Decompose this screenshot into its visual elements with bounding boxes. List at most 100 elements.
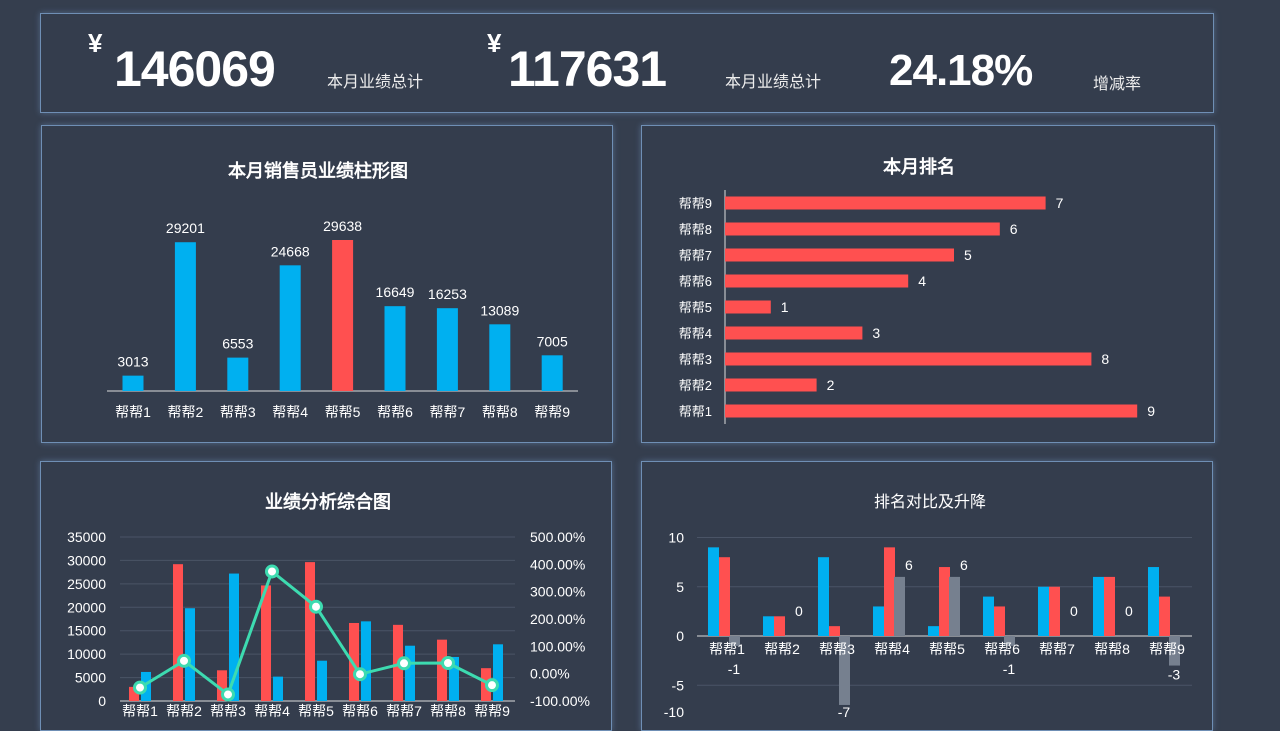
y-tick-label: 帮帮1 <box>679 404 712 419</box>
x-tick-label: 帮帮6 <box>377 404 413 420</box>
y-tick-label: 5 <box>676 579 684 595</box>
x-tick-label: 帮帮3 <box>210 703 246 719</box>
kpi-value: 146069 <box>114 41 276 97</box>
bar-last-rank <box>983 596 994 636</box>
x-tick-label: 帮帮7 <box>386 703 422 719</box>
bar-current-rank <box>939 567 950 636</box>
chart-title: 业绩分析综合图 <box>265 491 391 512</box>
data-label: 2 <box>827 377 835 393</box>
growth-point <box>133 680 147 695</box>
change-label: 6 <box>905 557 913 573</box>
bar-rank-change <box>949 576 960 636</box>
data-label: 3 <box>872 325 880 341</box>
x-tick-label: 帮帮1 <box>115 404 151 420</box>
bar <box>725 300 771 314</box>
data-label: 13089 <box>480 302 519 318</box>
y-tick-label: -5 <box>672 677 685 693</box>
y-tick-label: 帮帮6 <box>679 274 712 289</box>
bar-previous <box>185 608 195 701</box>
y2-tick-label: 100.00% <box>530 638 585 654</box>
bar-current-rank <box>994 606 1005 636</box>
bar-previous <box>449 656 459 701</box>
data-label: 29638 <box>323 218 362 234</box>
change-label: 6 <box>960 557 968 573</box>
bar-last-rank <box>1093 576 1104 636</box>
data-label: 7 <box>1056 195 1064 211</box>
bar-current-rank <box>719 557 730 636</box>
change-label: 0 <box>795 603 803 619</box>
bar-current <box>173 564 183 701</box>
bar <box>725 378 817 392</box>
x-tick-label: 帮帮3 <box>819 641 855 657</box>
kpi-value: 117631 <box>508 41 667 97</box>
x-tick-label: 帮帮6 <box>342 703 378 719</box>
bar-previous <box>229 573 239 701</box>
y-tick-label: 5000 <box>75 670 106 686</box>
change-label: -7 <box>838 704 851 720</box>
x-tick-label: 帮帮6 <box>984 641 1020 657</box>
x-tick-label: 帮帮2 <box>168 404 204 420</box>
bar-last-rank <box>1038 586 1049 636</box>
bar-previous <box>493 644 503 701</box>
y-tick-label: 35000 <box>67 529 106 545</box>
change-label: 0 <box>1070 603 1078 619</box>
data-label: 3013 <box>117 354 148 370</box>
bar-current-rank <box>1159 596 1170 636</box>
bar-last-rank <box>763 616 774 636</box>
bar <box>436 308 458 391</box>
x-tick-label: 帮帮3 <box>220 404 256 420</box>
y-tick-label: 10000 <box>67 646 106 662</box>
bar <box>541 355 563 391</box>
chart-title: 本月排名 <box>883 156 955 177</box>
bar <box>174 242 196 391</box>
y-tick-label: 10 <box>668 530 684 546</box>
x-tick-label: 帮帮1 <box>122 703 158 719</box>
chart-title: 本月销售员业绩柱形图 <box>228 160 408 181</box>
x-tick-label: 帮帮5 <box>298 703 334 719</box>
x-tick-label: 帮帮7 <box>430 404 466 420</box>
data-label: 1 <box>781 299 789 315</box>
bar <box>725 196 1046 210</box>
x-tick-label: 帮帮2 <box>166 703 202 719</box>
bar <box>725 352 1092 366</box>
data-label: 16253 <box>428 286 467 302</box>
x-tick-label: 帮帮1 <box>709 641 745 657</box>
x-tick-label: 帮帮5 <box>325 404 361 420</box>
growth-point <box>309 599 323 614</box>
kpi-panel <box>40 13 1214 113</box>
y-tick-label: 30000 <box>67 552 106 568</box>
bar-current <box>305 562 315 701</box>
y-tick-label: 帮帮7 <box>679 248 712 263</box>
change-label: -1 <box>728 661 741 677</box>
bar-current-rank <box>1049 586 1060 636</box>
bar <box>489 324 511 391</box>
bar-current-rank <box>829 626 840 636</box>
bar <box>279 265 301 391</box>
bar-rank-change <box>1004 636 1015 646</box>
bar-previous <box>317 660 327 701</box>
growth-point <box>485 678 499 693</box>
bar-rank-change <box>729 636 740 646</box>
change-label: 0 <box>1125 603 1133 619</box>
bar <box>725 222 1000 236</box>
kpi-label: 增减率 <box>1093 76 1142 93</box>
y2-tick-label: 0.00% <box>530 666 570 682</box>
y-tick-label: 25000 <box>67 576 106 592</box>
growth-point <box>397 656 411 671</box>
data-label: 29201 <box>166 220 205 236</box>
bar-current <box>129 686 139 701</box>
x-tick-label: 帮帮2 <box>764 641 800 657</box>
bar-current-rank <box>1104 576 1115 636</box>
growth-point <box>265 564 279 579</box>
x-tick-label: 帮帮8 <box>482 404 518 420</box>
bar-last-rank <box>818 557 829 636</box>
y2-tick-label: 300.00% <box>530 584 585 600</box>
bar-current-rank <box>884 547 895 636</box>
y-tick-label: 帮帮2 <box>679 378 712 393</box>
y-tick-label: -10 <box>664 704 684 720</box>
y-tick-label: 帮帮9 <box>679 196 712 211</box>
data-label: 5 <box>964 247 972 263</box>
kpi-label: 本月业绩总计 <box>725 74 822 91</box>
kpi-value: 24.18% <box>889 46 1033 95</box>
kpi-label: 本月业绩总计 <box>327 74 424 91</box>
